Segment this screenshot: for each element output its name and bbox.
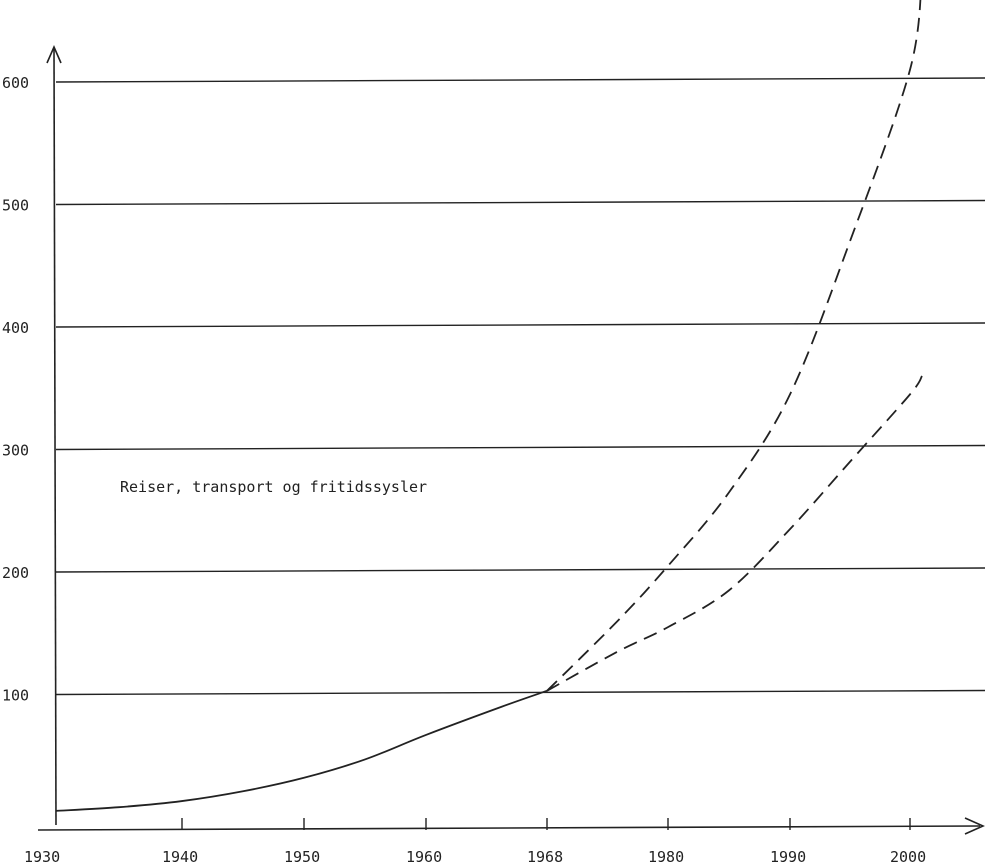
x-tick-label-1940: 1940 [162, 848, 198, 866]
grid-lines [55, 77, 986, 696]
x-tick-label-2000: 2000 [890, 848, 926, 866]
x-axis [37, 825, 981, 831]
y-tick-label-100: 100 [2, 687, 29, 705]
x-tick-label-1960: 1960 [406, 848, 442, 866]
gridline-300 [55, 444, 986, 451]
x-axis-arrow [964, 817, 985, 835]
y-axis-arrow [46, 45, 62, 64]
chart-annotation: Reiser, transport og fritidssysler [120, 478, 427, 496]
y-tick-label-600: 600 [2, 74, 29, 92]
gridline-400 [55, 322, 986, 328]
series-line-1 [55, 689, 548, 812]
x-tick-label-1968: 1968 [527, 848, 563, 866]
y-tick-label-200: 200 [2, 564, 29, 582]
y-tick-label-500: 500 [2, 197, 29, 215]
x-tick-label-1930: 1930 [24, 848, 60, 866]
series-line-3 [546, 375, 923, 692]
series-lines [55, 0, 923, 812]
tick-labels: 1930 1940 1950 1960 1968 1980 1990 2000 100 200 30… [2, 74, 926, 866]
gridline-200 [55, 567, 986, 573]
gridline-100 [55, 689, 986, 696]
x-tick-label-1950: 1950 [284, 848, 320, 866]
y-axis [53, 47, 57, 826]
y-tick-label-400: 400 [2, 319, 29, 337]
x-tick-label-1980: 1980 [648, 848, 684, 866]
series-line-2 [546, 0, 922, 692]
y-tick-label-300: 300 [2, 442, 29, 460]
gridline-500 [55, 199, 986, 206]
gridline-600 [55, 77, 986, 83]
axes [37, 45, 985, 835]
x-tick-label-1990: 1990 [770, 848, 806, 866]
